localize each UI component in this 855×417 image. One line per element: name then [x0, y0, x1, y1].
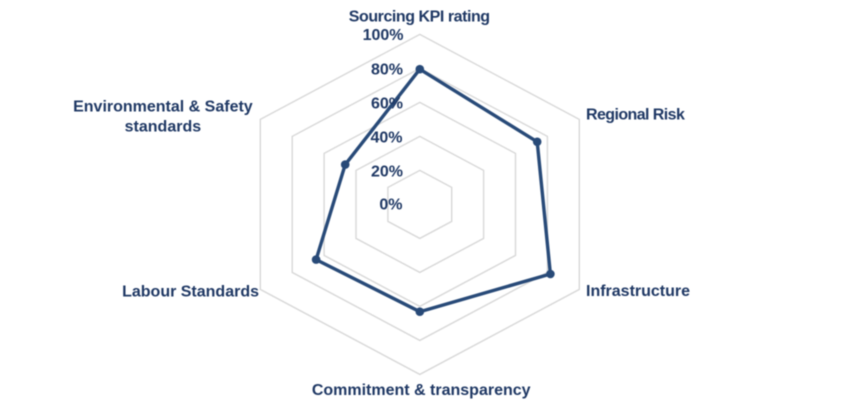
svg-text:0%: 0%	[379, 196, 402, 213]
svg-text:100%: 100%	[363, 27, 404, 44]
svg-text:Environmental & Safety: Environmental & Safety	[73, 99, 253, 116]
svg-text:80%: 80%	[371, 61, 403, 78]
svg-text:Commitment & transparency: Commitment & transparency	[312, 382, 531, 399]
svg-text:20%: 20%	[371, 163, 403, 180]
svg-text:Regional Risk: Regional Risk	[586, 107, 685, 124]
svg-text:60%: 60%	[371, 95, 403, 112]
svg-text:40%: 40%	[370, 129, 402, 146]
svg-text:Infrastructure: Infrastructure	[586, 283, 690, 300]
svg-text:Sourcing KPI rating: Sourcing KPI rating	[349, 8, 490, 25]
svg-text:standards: standards	[125, 118, 202, 135]
svg-text:Labour Standards: Labour Standards	[122, 284, 259, 301]
